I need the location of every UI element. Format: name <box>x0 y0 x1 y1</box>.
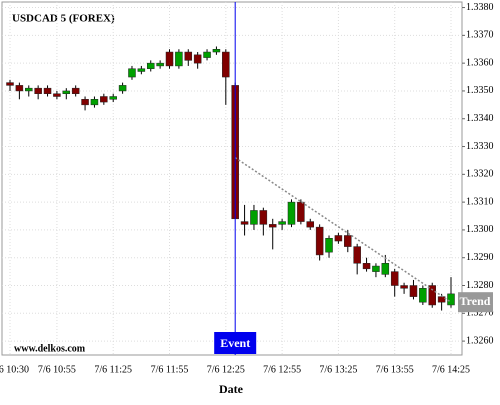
candle-body <box>400 285 408 289</box>
candle-body <box>297 201 305 222</box>
y-tick-label: 1.3340 <box>466 113 494 124</box>
x-tick-label: 7/6 13:25 <box>319 364 357 375</box>
candle-body <box>25 87 33 92</box>
x-tick-label: 7/6 11:25 <box>94 364 132 375</box>
candle-body <box>381 263 390 275</box>
candle-body <box>175 51 183 67</box>
candle-body <box>222 51 230 78</box>
candle-body <box>334 235 343 242</box>
candle-body <box>43 87 52 94</box>
candle-body <box>240 221 249 225</box>
candle-body <box>193 54 202 64</box>
y-tick-label: 1.3290 <box>466 252 494 263</box>
candle-body <box>34 87 42 94</box>
y-tick-label: 1.3380 <box>466 2 494 13</box>
candle-body <box>71 87 80 94</box>
x-tick-label: 7/6 13:55 <box>376 364 414 375</box>
candle-body <box>344 235 352 247</box>
candle-body <box>390 271 399 286</box>
candle-body <box>128 68 136 78</box>
candle-body <box>184 51 193 61</box>
candle-body <box>156 62 164 67</box>
trend-label: Trend <box>460 294 491 308</box>
candle-body <box>447 293 455 306</box>
y-tick-label: 1.3320 <box>466 169 494 180</box>
x-tick-label: 7/6 12:25 <box>207 364 245 375</box>
y-tick-label: 1.3260 <box>466 335 494 346</box>
candle-body <box>146 62 155 69</box>
x-tick-label: 7/6 10:55 <box>38 364 76 375</box>
x-axis-title: Date <box>219 382 244 396</box>
candle-body <box>362 263 371 270</box>
x-tick-label: 7/6 14:25 <box>432 364 470 375</box>
candle-body <box>62 90 71 94</box>
candle-body <box>109 96 117 100</box>
trend-label-box <box>458 292 493 313</box>
candle-body <box>372 265 380 272</box>
y-tick-label: 1.3280 <box>466 280 494 291</box>
candle-body <box>100 96 108 103</box>
candle-body <box>53 93 61 97</box>
candle-body <box>118 85 127 92</box>
candle-body <box>250 210 258 225</box>
candle-body <box>212 49 221 53</box>
candle-body <box>353 246 361 264</box>
candle-body <box>306 221 315 228</box>
candle-body <box>259 210 268 225</box>
y-tick-label: 1.3350 <box>466 85 494 96</box>
candle-body <box>137 68 146 72</box>
y-tick-label: 1.3270 <box>466 308 494 319</box>
y-tick-label: 1.3310 <box>466 196 494 207</box>
candle-body <box>165 51 174 67</box>
y-tick-label: 1.3330 <box>466 141 494 152</box>
candle-body <box>15 85 24 92</box>
candle-body <box>90 99 99 106</box>
watermark: www.delkos.com <box>14 343 86 354</box>
plot-area <box>1 1 463 356</box>
chart-title: USDCAD 5 (FOREX) <box>12 13 115 25</box>
candle-body <box>315 226 324 256</box>
candle-body <box>6 82 14 86</box>
candle-body <box>409 285 418 297</box>
candle-body <box>325 238 333 253</box>
x-tick-label: 7/6 12:55 <box>263 364 301 375</box>
trend-line <box>234 157 452 303</box>
x-tick-label: 7/6 11:55 <box>151 364 189 375</box>
event-label-box <box>214 332 257 354</box>
candle-body <box>437 296 446 303</box>
y-tick-label: 1.3360 <box>466 57 494 68</box>
candle-body <box>81 99 89 106</box>
x-tick-label: 7/6 10:30 <box>0 364 29 375</box>
y-tick-label: 1.3300 <box>466 224 494 235</box>
candle-body <box>287 201 296 225</box>
y-tick-label: 1.3370 <box>466 30 494 41</box>
candle-body <box>203 51 211 58</box>
candle-body <box>278 221 286 225</box>
candle-body <box>419 288 427 303</box>
candle-body <box>268 224 277 228</box>
candle-body <box>428 285 436 306</box>
event-label: Event <box>220 336 250 350</box>
